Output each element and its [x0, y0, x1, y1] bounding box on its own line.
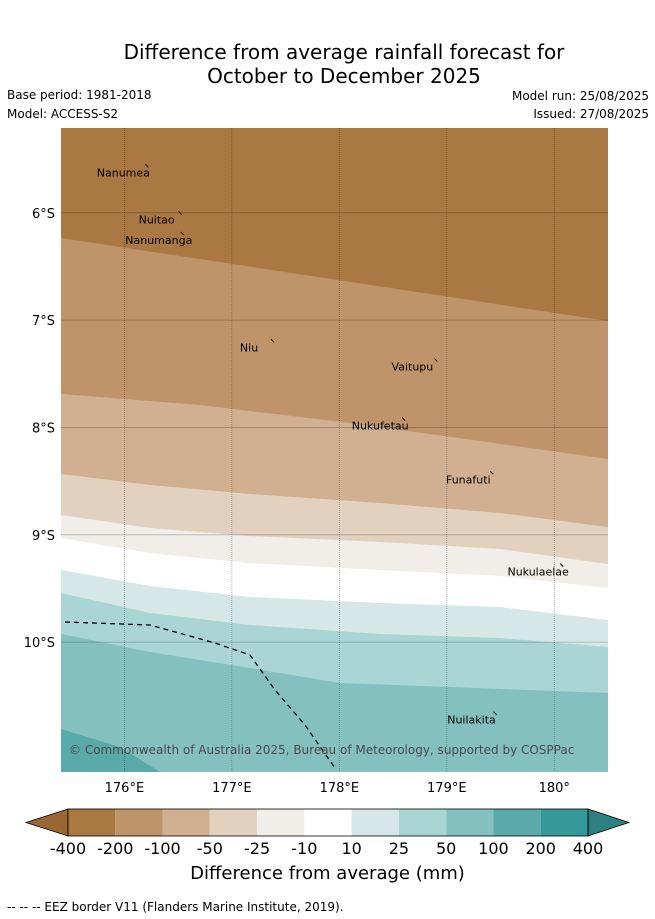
island-outline — [559, 563, 564, 567]
lat-tick-label: 7°S — [32, 314, 55, 329]
base-period: Base period: 1981-2018 — [7, 88, 152, 102]
island-outline — [144, 163, 149, 168]
lat-tick-label: 9°S — [32, 529, 55, 544]
colorbar-swatch — [257, 809, 305, 836]
eez-legend: -- -- -- EEZ border V11 (Flanders Marine… — [7, 900, 344, 914]
colorbar-swatch — [115, 809, 163, 836]
lat-tick-label: 10°S — [24, 636, 55, 651]
issued-date: Issued: 27/08/2025 — [533, 107, 649, 121]
lon-tick-label: 179°E — [427, 781, 467, 796]
eez-border — [64, 621, 336, 769]
island-outlines — [144, 163, 564, 716]
place-label: Nuitao — [139, 214, 175, 227]
colorbar-extend-low — [24, 808, 69, 837]
lon-tick-label: 180° — [539, 781, 570, 796]
place-label: Nanumea — [97, 166, 150, 179]
chart-title: Difference from average rainfall forecas… — [0, 40, 655, 88]
island-outline — [493, 711, 497, 716]
island-outline — [434, 358, 438, 362]
lon-tick-label: 178°E — [320, 781, 360, 796]
colorbar-tick-label: -200 — [97, 839, 134, 858]
colorbar-tick-label: 10 — [341, 839, 362, 858]
colorbar-extend-high — [587, 808, 631, 837]
colorbar-tick-label: -50 — [196, 839, 223, 858]
model-run: Model run: 25/08/2025 — [511, 89, 649, 103]
colorbar-tick-label: -100 — [144, 839, 181, 858]
lat-tick-label: 6°S — [32, 207, 55, 222]
island-outline — [178, 211, 182, 215]
colorbar-swatch — [162, 809, 210, 836]
band-100 — [61, 729, 160, 772]
colorbar — [24, 808, 631, 837]
longitude-labels: 176°E 177°E 178°E 179°E 180° — [105, 781, 570, 796]
title-line-1: Difference from average rainfall forecas… — [123, 40, 565, 64]
lat-tick-label: 8°S — [32, 421, 55, 436]
colorbar-tick-label: 100 — [478, 839, 509, 858]
place-label: Nukufetau — [352, 420, 409, 433]
colorbar-tick-label: 50 — [435, 839, 457, 858]
title-line-2: October to December 2025 — [207, 64, 481, 88]
lon-tick-label: 177°E — [212, 781, 252, 796]
island-outline — [180, 231, 185, 236]
place-label: Vaitupu — [392, 361, 434, 374]
colorbar-outline — [67, 808, 589, 837]
place-labels: Nanumea Nuitao Nanumanga Niu Vaitupu Nukufeta… — [97, 166, 569, 726]
latitude-labels: 6°S 7°S 8°S 9°S 10°S — [24, 207, 55, 651]
island-outline — [489, 470, 494, 475]
colorbar-swatch — [446, 809, 494, 836]
colorbar-swatch — [304, 809, 352, 836]
colorbar-tick-label: 200 — [525, 839, 556, 858]
colorbar-swatch — [351, 809, 399, 836]
colorbar-tick-label: -10 — [291, 839, 318, 858]
graticule — [61, 128, 608, 772]
lon-tick-label: 176°E — [105, 781, 145, 796]
place-label: Niu — [240, 341, 258, 354]
colorbar-tick-label: 25 — [388, 839, 410, 858]
place-label: Nanumanga — [125, 234, 192, 247]
island-outline — [270, 338, 275, 343]
colorbar-swatch — [68, 809, 116, 836]
place-label: Nuilakita — [447, 714, 496, 727]
colorbar-swatch — [493, 809, 541, 836]
colorbar-swatch — [540, 809, 588, 836]
colorbar-tick-label: -25 — [244, 839, 271, 858]
colorbar-swatch — [398, 809, 447, 836]
model-name: Model: ACCESS-S2 — [7, 107, 119, 121]
colorbar-title: Difference from average (mm) — [190, 863, 465, 884]
place-label: Funafuti — [446, 473, 491, 486]
contour-bands — [61, 128, 608, 772]
copyright-notice: © Commonwealth of Australia 2025, Bureau… — [69, 743, 574, 757]
island-outline — [401, 417, 406, 421]
colorbar-tick-label: 400 — [572, 839, 604, 858]
colorbar-tick-label: -400 — [49, 839, 87, 858]
band-50 — [61, 634, 608, 772]
colorbar-swatch — [209, 809, 258, 836]
place-label: Nukulaelae — [507, 566, 569, 579]
